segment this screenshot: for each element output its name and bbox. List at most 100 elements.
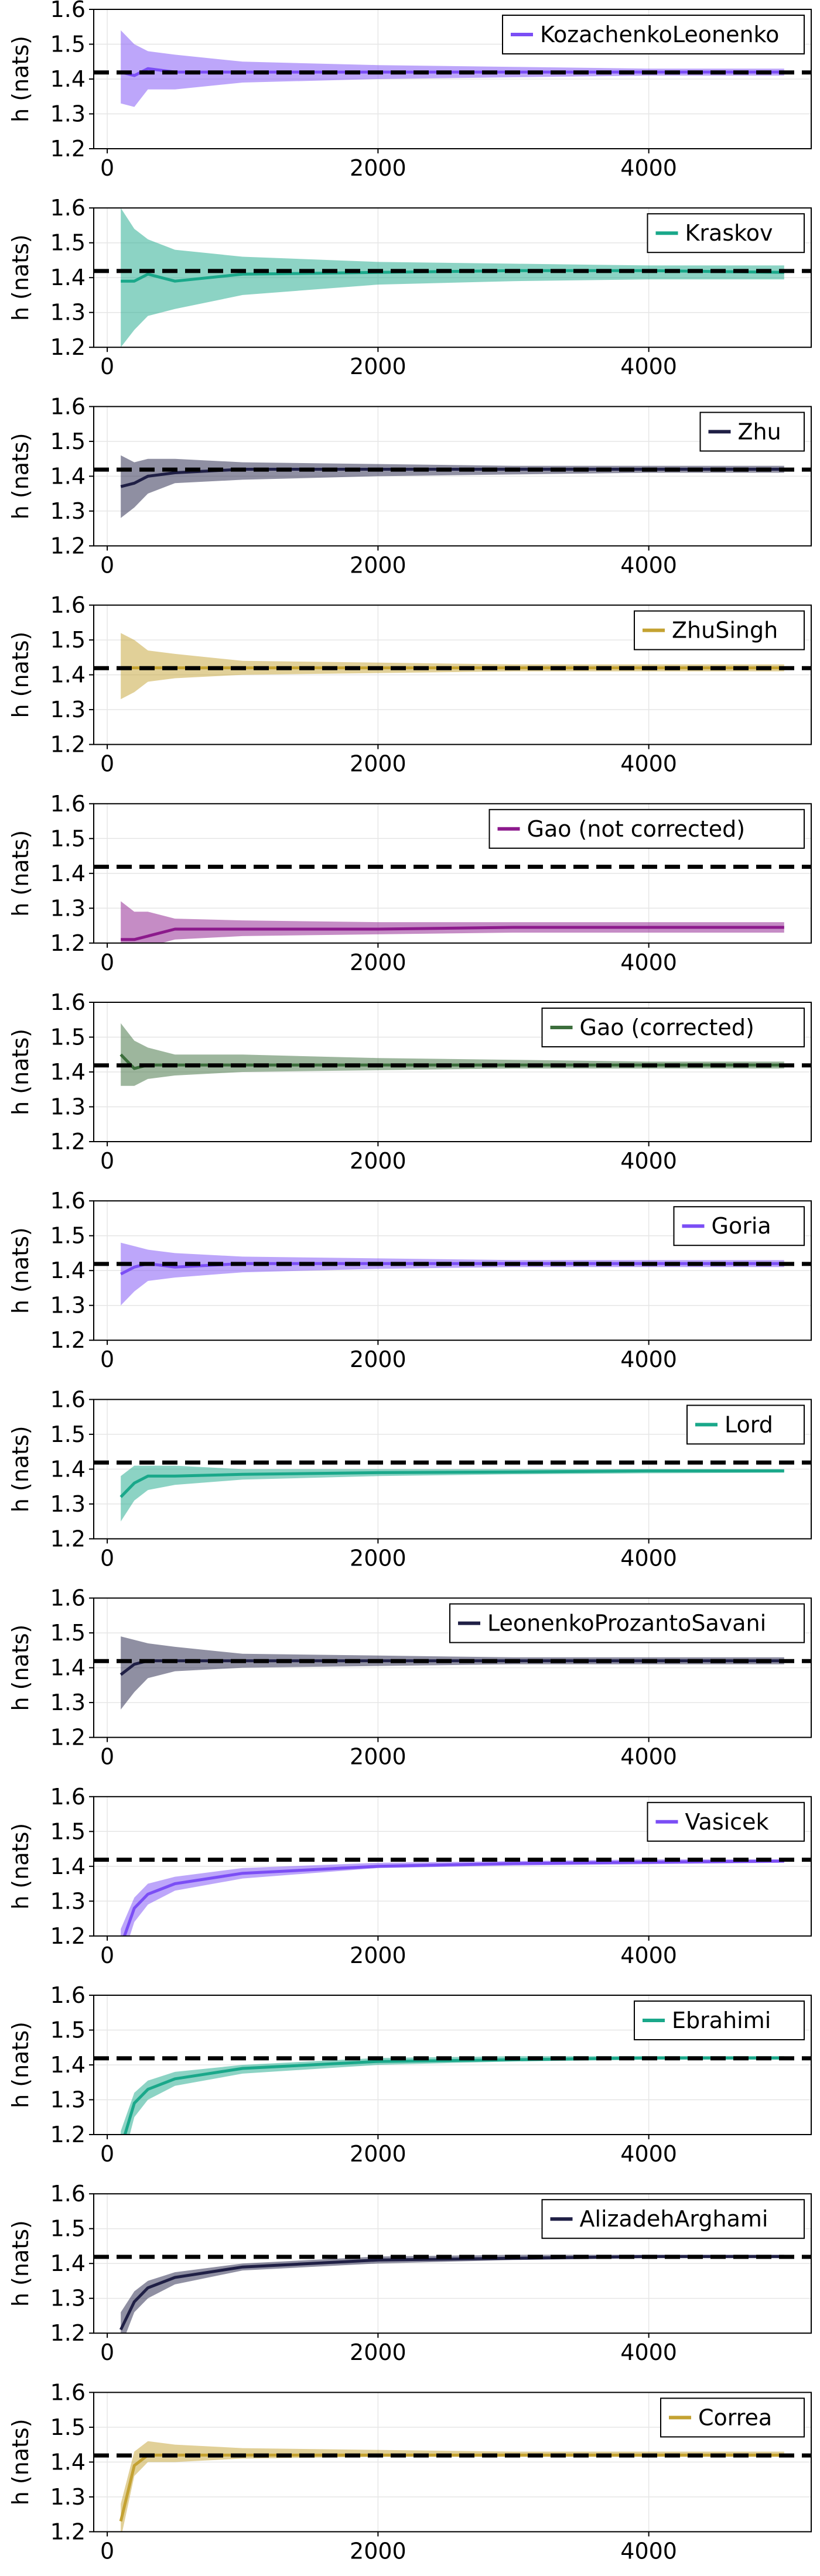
legend-label: Goria	[712, 1213, 771, 1239]
x-tick-label: 0	[100, 1943, 114, 1968]
y-tick-label: 1.5	[50, 230, 86, 256]
y-tick-label: 1.2	[50, 1129, 86, 1155]
y-tick-label: 1.4	[50, 2250, 86, 2276]
y-tick-label: 1.2	[50, 2519, 86, 2544]
plot-area	[94, 1242, 811, 1306]
y-tick-label: 1.5	[50, 429, 86, 454]
plot-area	[94, 2255, 811, 2334]
plot-area	[94, 2441, 811, 2532]
y-tick-label: 1.3	[50, 498, 86, 524]
panel-4: 1.2 1.3 1.4 1.5 1.6 0 2000 4000 h (nats) Gao (not…	[8, 791, 812, 975]
y-tick-label: 1.2	[50, 930, 86, 956]
y-tick-label: 1.6	[50, 1386, 86, 1412]
legend-label: LeonenkoProzantoSavani	[487, 1611, 766, 1636]
y-axis-label: h (nats)	[8, 1029, 33, 1115]
x-tick-label: 2000	[350, 1943, 406, 1968]
y-tick-label: 1.2	[50, 334, 86, 360]
y-tick-label: 1.5	[50, 1620, 86, 1646]
x-tick-label: 2000	[350, 2538, 406, 2564]
y-tick-label: 1.2	[50, 1526, 86, 1551]
legend-label: Gao (corrected)	[580, 1015, 754, 1040]
y-tick-label: 1.4	[50, 1258, 86, 1283]
y-tick-label: 1.3	[50, 1293, 86, 1318]
legend-box	[449, 1603, 805, 1643]
legend: Zhu	[699, 412, 805, 452]
legend-label: Correa	[698, 2404, 772, 2430]
panel-1: 1.2 1.3 1.4 1.5 1.6 0 2000 4000 h (nats) Kraskov	[8, 195, 812, 379]
plot-area	[94, 1636, 811, 1710]
confidence-band	[121, 2441, 784, 2532]
y-tick-label: 1.5	[50, 2017, 86, 2043]
y-tick-label: 1.5	[50, 1025, 86, 1050]
legend-label: KozachenkoLeonenko	[540, 22, 779, 47]
plot-area	[94, 30, 811, 107]
x-tick-label: 4000	[620, 2339, 677, 2365]
x-tick-label: 0	[100, 552, 114, 578]
plot-area	[94, 633, 811, 700]
legend-label: Zhu	[738, 419, 781, 444]
plot-area	[94, 2056, 811, 2135]
x-tick-label: 0	[100, 950, 114, 975]
x-tick-label: 2000	[350, 751, 406, 777]
x-tick-label: 4000	[620, 1347, 677, 1372]
y-tick-label: 1.6	[50, 195, 86, 221]
y-axis-label: h (nats)	[8, 2022, 33, 2108]
y-axis-label: h (nats)	[8, 830, 33, 917]
x-tick-label: 0	[100, 1148, 114, 1174]
y-tick-label: 1.4	[50, 66, 86, 92]
plot-area	[94, 208, 811, 348]
y-tick-label: 1.3	[50, 1491, 86, 1517]
y-axis-label: h (nats)	[8, 36, 33, 122]
x-tick-label: 2000	[350, 1744, 406, 1770]
y-tick-label: 1.4	[50, 1059, 86, 1085]
x-tick-label: 0	[100, 751, 114, 777]
x-tick-label: 0	[100, 155, 114, 181]
y-tick-label: 1.5	[50, 627, 86, 653]
legend: KozachenkoLeonenko	[502, 15, 805, 54]
y-tick-label: 1.3	[50, 2087, 86, 2113]
x-tick-label: 0	[100, 1545, 114, 1571]
confidence-band	[121, 1023, 784, 1086]
x-tick-label: 0	[100, 1347, 114, 1372]
confidence-band	[121, 30, 784, 107]
y-axis-label: h (nats)	[8, 2220, 33, 2307]
y-axis-label: h (nats)	[8, 2419, 33, 2505]
panel-9: 1.2 1.3 1.4 1.5 1.6 0 2000 4000 h (nats) Vasicek	[8, 1784, 812, 1968]
x-tick-label: 4000	[620, 2141, 677, 2167]
y-tick-label: 1.3	[50, 1690, 86, 1715]
confidence-band	[121, 1636, 784, 1710]
panel-5: 1.2 1.3 1.4 1.5 1.6 0 2000 4000 h (nats) Gao (cor…	[8, 989, 812, 1174]
series-line	[119, 2454, 784, 2522]
x-tick-label: 0	[100, 2339, 114, 2365]
y-tick-label: 1.6	[50, 1188, 86, 1214]
y-tick-label: 1.3	[50, 2484, 86, 2510]
x-tick-label: 2000	[350, 2141, 406, 2167]
legend: Vasicek	[647, 1801, 805, 1842]
plot-area	[94, 455, 811, 518]
legend: Kraskov	[647, 213, 805, 254]
x-tick-label: 4000	[620, 2538, 677, 2564]
y-tick-label: 1.2	[50, 1725, 86, 1751]
legend: Gao (corrected)	[541, 1008, 805, 1047]
series-line	[122, 1859, 784, 1936]
y-axis-label: h (nats)	[8, 1426, 33, 1512]
y-tick-label: 1.4	[50, 1854, 86, 1879]
y-tick-label: 1.5	[50, 1421, 86, 1447]
y-tick-label: 1.4	[50, 1456, 86, 1482]
x-tick-label: 2000	[350, 354, 406, 379]
series-line	[119, 1469, 784, 1498]
panel-7: 1.2 1.3 1.4 1.5 1.6 0 2000 4000 h (nats) Lord	[8, 1386, 812, 1571]
x-tick-label: 4000	[620, 155, 677, 181]
y-tick-label: 1.6	[50, 0, 86, 22]
plot-area	[94, 1023, 811, 1086]
panel-8: 1.2 1.3 1.4 1.5 1.6 0 2000 4000 h (nats) Leonenko…	[8, 1585, 812, 1770]
y-tick-label: 1.6	[50, 1982, 86, 2008]
x-tick-label: 0	[100, 1744, 114, 1770]
legend-label: Vasicek	[685, 1809, 769, 1835]
legend: AlizadehArghami	[541, 2199, 805, 2239]
y-tick-label: 1.4	[50, 2052, 86, 2078]
panel-11: 1.2 1.3 1.4 1.5 1.6 0 2000 4000 h (nats) Alizadeh…	[8, 2181, 812, 2365]
y-tick-label: 1.3	[50, 895, 86, 921]
y-axis-label: h (nats)	[8, 433, 33, 519]
confidence-band	[121, 208, 784, 348]
